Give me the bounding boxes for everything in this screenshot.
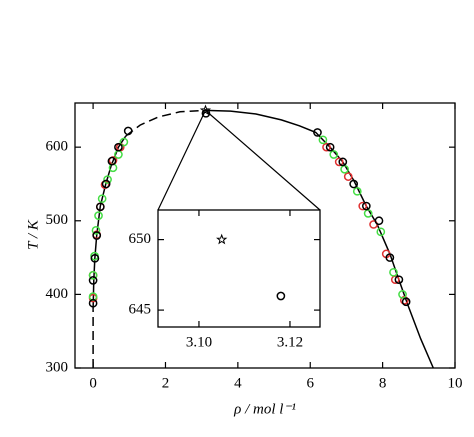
circle-marker [97,194,107,204]
circle-marker [276,291,286,301]
star-marker [199,104,212,116]
circle-marker [88,276,98,285]
circle-marker [318,135,328,145]
circle-marker [107,156,117,166]
inset-background [158,210,320,327]
circle-marker [374,216,384,226]
circle-marker [123,126,133,136]
x-tick-label: 8 [379,375,387,391]
y-tick-label: 400 [46,286,69,302]
circle-marker [334,157,344,167]
circle-marker [376,227,386,237]
x-tick-label: 0 [89,375,97,391]
x-tick-label: 2 [162,375,170,391]
circle-marker [398,290,407,299]
y-tick-label: 300 [46,359,69,375]
x-axis-label: ρ / mol l⁻¹ [233,401,296,417]
circle-marker [119,137,129,147]
circle-marker [349,179,359,189]
circle-marker [88,270,98,280]
circle-marker [352,186,362,196]
circle-marker [95,202,105,212]
circle-marker [361,201,371,211]
circle-marker [394,275,404,285]
y-tick-label: 600 [46,139,69,155]
y-axis-label: T / K [25,219,41,250]
circle-marker [401,297,411,307]
circle-marker [90,253,100,263]
circle-marker [325,142,335,152]
circle-marker [322,142,331,152]
x-tick-label: 3.12 [277,334,303,350]
circle-marker [389,267,398,277]
circle-marker [103,175,112,184]
circle-marker [114,142,123,152]
plot-frame [157,209,321,328]
circle-marker [313,128,322,137]
x-tick-label: 3.10 [186,334,212,350]
circle-marker [385,253,395,262]
y-tick-label: 650 [129,231,152,247]
circle-marker [329,150,339,159]
plot-frame [74,102,456,369]
circle-marker [101,179,111,189]
x-tick-label: 4 [234,375,242,391]
connector [157,110,207,211]
y-tick-label: 500 [46,212,69,228]
circle-marker [91,225,101,235]
y-tick-label: 645 [129,302,152,318]
circle-marker [343,172,353,181]
circle-marker [88,298,98,308]
circle-marker [338,157,348,167]
x-tick-label: 6 [306,375,314,391]
circle-marker [399,295,409,305]
star-marker [216,233,228,245]
circle-marker [92,231,102,240]
x-tick-label: 10 [448,375,463,391]
circle-marker [94,211,103,220]
connector [205,109,321,211]
circle-marker [358,201,368,211]
